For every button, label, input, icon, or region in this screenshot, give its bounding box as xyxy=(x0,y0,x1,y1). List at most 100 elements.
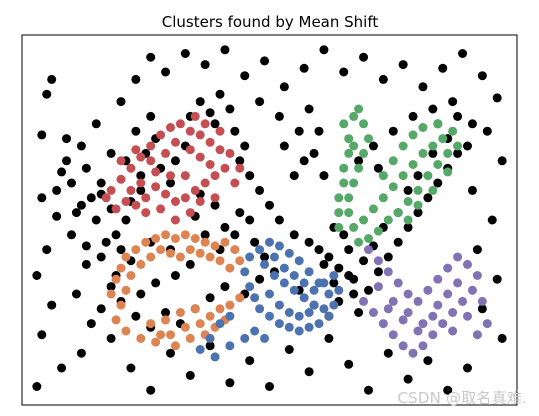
data-point-s2-p21 xyxy=(175,252,185,262)
data-point-s1-p26 xyxy=(116,156,126,166)
data-point-s5-p11 xyxy=(472,271,482,280)
data-point-s1-p17 xyxy=(180,193,190,203)
data-point-s0-p93 xyxy=(215,89,225,99)
data-point-s1-p46 xyxy=(235,163,245,173)
data-point-s0-p12 xyxy=(32,382,42,391)
data-point-s1-p9 xyxy=(195,130,205,140)
data-point-s0-p16 xyxy=(81,259,91,269)
data-point-s0-p55 xyxy=(383,348,393,358)
data-point-s0-p96 xyxy=(230,126,240,136)
data-point-s0-p30 xyxy=(260,56,270,66)
data-point-s1-p43 xyxy=(195,197,205,206)
data-point-s1-p39 xyxy=(141,208,151,218)
data-point-s0-p91 xyxy=(195,97,205,107)
data-point-s0-p112 xyxy=(329,278,339,288)
data-point-s0-p121 xyxy=(373,267,383,277)
data-point-s3-p28 xyxy=(423,171,433,181)
data-point-s2-p8 xyxy=(170,234,180,243)
data-point-s0-p120 xyxy=(364,285,373,295)
data-point-s0-p57 xyxy=(344,359,354,369)
data-point-s0-p20 xyxy=(106,148,116,158)
data-point-s0-p165 xyxy=(255,97,265,107)
data-point-s0-p94 xyxy=(225,104,235,114)
data-point-s4-p0 xyxy=(240,267,250,277)
data-point-s0-p180 xyxy=(260,252,270,262)
watermark: CSDN @取名真难. xyxy=(397,389,527,407)
data-point-s1-p18 xyxy=(170,197,180,206)
data-point-s0-p145 xyxy=(408,111,418,121)
data-point-s4-p8 xyxy=(304,322,314,332)
data-point-s1-p16 xyxy=(190,185,200,195)
data-point-s4-p25 xyxy=(299,293,309,303)
data-point-s0-p25 xyxy=(161,67,171,77)
data-point-s0-p102 xyxy=(274,215,284,225)
data-point-s0-p130 xyxy=(463,141,472,151)
data-point-s0-p86 xyxy=(96,252,106,262)
data-point-s1-p7 xyxy=(175,119,185,129)
data-point-s2-p16 xyxy=(225,263,235,273)
data-point-s3-p13 xyxy=(349,178,359,188)
data-point-s0-p65 xyxy=(185,370,195,380)
data-point-s2-p45 xyxy=(170,341,180,351)
data-point-s1-p37 xyxy=(136,178,146,188)
data-point-s1-p25 xyxy=(101,193,111,203)
data-point-s4-p22 xyxy=(269,271,279,280)
data-point-s2-p27 xyxy=(121,285,131,295)
data-point-s0-p171 xyxy=(220,222,230,232)
data-point-s2-p31 xyxy=(136,333,146,343)
data-point-s5-p28 xyxy=(433,300,443,310)
data-point-s0-p98 xyxy=(235,156,245,166)
data-point-s1-p2 xyxy=(126,163,136,173)
data-point-s2-p29 xyxy=(111,315,121,325)
data-point-s3-p8 xyxy=(349,111,359,121)
data-point-s0-p146 xyxy=(388,126,398,136)
data-point-s0-p163 xyxy=(294,126,304,136)
data-point-s0-p100 xyxy=(255,185,265,195)
data-point-s1-p35 xyxy=(166,171,175,181)
data-point-s3-p14 xyxy=(344,193,354,203)
data-point-s3-p5 xyxy=(344,148,354,158)
data-point-s5-p30 xyxy=(453,278,463,288)
data-point-s0-p147 xyxy=(368,141,378,151)
data-point-s0-p137 xyxy=(403,185,413,195)
data-point-s4-p15 xyxy=(294,256,304,266)
data-point-s0-p164 xyxy=(274,111,284,121)
data-point-s0-p19 xyxy=(96,178,106,188)
data-point-s0-p84 xyxy=(111,230,121,240)
data-point-s0-p190 xyxy=(131,311,141,321)
data-point-s0-p34 xyxy=(339,67,349,77)
data-point-s0-p15 xyxy=(71,289,81,299)
data-point-s4-p6 xyxy=(284,322,294,332)
data-point-s0-p77 xyxy=(62,156,72,166)
data-point-s5-p23 xyxy=(359,296,369,306)
data-point-s0-p123 xyxy=(393,237,403,247)
data-point-s0-p142 xyxy=(349,274,359,284)
data-point-s0-p47 xyxy=(472,245,482,255)
data-point-s0-p177 xyxy=(230,230,240,240)
data-point-s4-p45 xyxy=(210,352,220,362)
data-point-s1-p6 xyxy=(166,123,175,132)
data-point-s0-p52 xyxy=(443,385,453,395)
data-point-s0-p92 xyxy=(205,108,215,118)
data-point-s4-p10 xyxy=(324,311,334,321)
data-point-s0-p44 xyxy=(497,156,507,166)
data-point-s4-p43 xyxy=(205,333,215,343)
data-point-s0-p148 xyxy=(354,156,364,166)
data-point-s4-p44 xyxy=(195,345,205,354)
data-point-s0-p68 xyxy=(126,363,136,373)
data-point-s0-p38 xyxy=(418,82,428,92)
data-point-s0-p154 xyxy=(170,156,180,166)
data-point-s0-p184 xyxy=(220,282,230,292)
data-point-s1-p36 xyxy=(151,167,161,177)
data-point-s0-p107 xyxy=(334,263,344,273)
data-point-s1-p0 xyxy=(106,185,116,195)
data-point-s0-p168 xyxy=(309,148,319,158)
data-point-s0-p42 xyxy=(492,93,502,103)
data-point-s4-p29 xyxy=(274,300,284,310)
data-point-s0-p63 xyxy=(225,378,235,388)
data-point-s0-p29 xyxy=(240,71,250,81)
data-point-s0-p17 xyxy=(67,230,76,240)
data-point-s2-p40 xyxy=(190,304,200,314)
data-point-s5-p34 xyxy=(463,311,472,321)
data-point-s0-p172 xyxy=(210,200,220,210)
